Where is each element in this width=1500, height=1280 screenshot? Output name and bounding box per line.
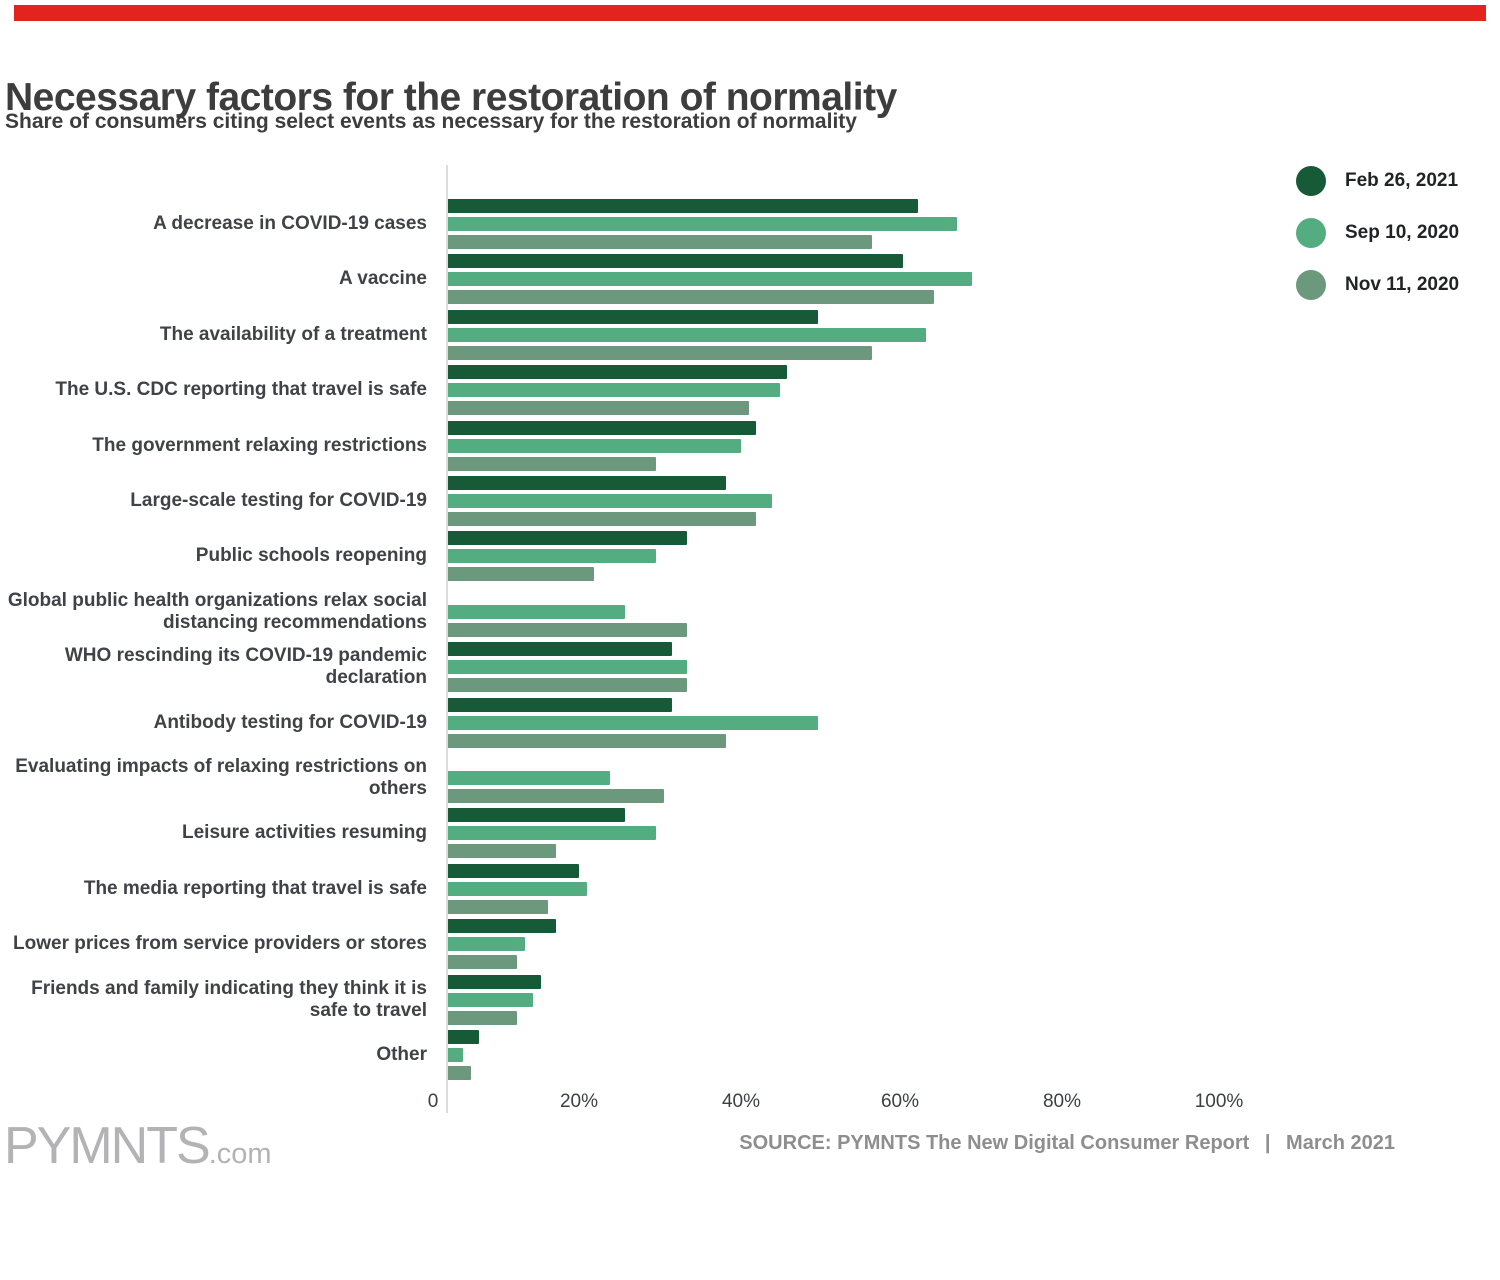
bar-sep-10-2020 <box>448 217 957 231</box>
bar-feb-26-2021 <box>448 199 918 213</box>
bar-sep-10-2020 <box>448 660 687 675</box>
bar-sep-10-2020 <box>448 383 780 398</box>
bar-sep-10-2020 <box>448 937 525 952</box>
brand-top-bar <box>14 5 1486 21</box>
bar-nov-11-2020 <box>448 955 517 970</box>
category-label: A decrease in COVID-19 cases <box>153 213 427 234</box>
pymnts-logo-suffix: .com <box>208 1138 272 1170</box>
x-axis-tick: 80% <box>1042 1091 1082 1112</box>
category-label: Antibody testing for COVID-19 <box>153 711 427 733</box>
x-axis-ticks: 0 20% 40% 60% 80% 100% <box>428 1091 1247 1115</box>
bar-feb-26-2021 <box>448 365 787 380</box>
category-label: The U.S. CDC reporting that travel is sa… <box>55 379 427 401</box>
page-title: Necessary factors for the restoration of… <box>5 76 897 120</box>
x-axis-tick: 0 <box>427 1091 439 1112</box>
bar-sep-10-2020 <box>448 881 587 896</box>
legend-swatch-nov-icon <box>1296 270 1326 300</box>
legend-swatch-feb-icon <box>1296 166 1326 196</box>
bar-feb-26-2021 <box>448 642 672 657</box>
bar-nov-11-2020 <box>448 899 548 914</box>
legend-item-feb: Feb 26, 2021 <box>1296 165 1458 197</box>
bar-sep-10-2020 <box>448 604 625 619</box>
bar-feb-26-2021 <box>448 808 625 823</box>
pymnts-logo: PYMNTS.com <box>4 1116 272 1176</box>
category-label: Lower prices from service providers or s… <box>13 933 427 955</box>
bar-feb-26-2021 <box>448 697 672 712</box>
plot-area <box>448 199 1238 1099</box>
category-label: Public schools reopening <box>195 545 427 567</box>
category-label: A vaccine <box>338 268 427 290</box>
category-label: Leisure activities resuming <box>182 822 427 844</box>
y-axis-line <box>446 165 448 1113</box>
bar-nov-11-2020 <box>448 789 664 803</box>
bar-sep-10-2020 <box>448 549 656 564</box>
legend-swatch-sep-icon <box>1296 218 1326 248</box>
bar-nov-11-2020 <box>448 345 872 360</box>
category-label: The media reporting that travel is safe <box>83 877 427 899</box>
bar-nov-11-2020 <box>448 844 556 859</box>
bar-feb-26-2021 <box>448 1030 479 1044</box>
bar-nov-11-2020 <box>448 512 756 526</box>
bar-nov-11-2020 <box>448 1010 517 1025</box>
pymnts-logo-text: PYMNTS <box>4 1117 211 1175</box>
bar-nov-11-2020 <box>448 567 594 582</box>
legend-label: Feb 26, 2021 <box>1345 170 1459 191</box>
source-note: SOURCE: PYMNTS The New Digital Consumer … <box>739 1132 1395 1154</box>
x-axis-tick: 60% <box>880 1091 920 1112</box>
bar-nov-11-2020 <box>448 401 749 416</box>
bar-sep-10-2020 <box>448 771 610 785</box>
bar-feb-26-2021 <box>448 863 579 878</box>
category-label: The government relaxing restrictions <box>92 434 427 456</box>
legend-item-nov: Nov 11, 2020 <box>1296 269 1459 301</box>
bar-nov-11-2020 <box>448 290 934 305</box>
category-label: Large-scale testing for COVID-19 <box>130 490 427 511</box>
bar-feb-26-2021 <box>448 919 556 934</box>
category-label: The availability of a treatment <box>159 323 427 345</box>
bar-nov-11-2020 <box>448 456 656 471</box>
bar-sep-10-2020 <box>448 327 926 342</box>
category-label: Friends and family indicating they think… <box>31 977 427 1021</box>
bar-feb-26-2021 <box>448 254 903 269</box>
x-axis-tick: 100% <box>1194 1091 1244 1112</box>
bar-sep-10-2020 <box>448 272 972 287</box>
bar-feb-26-2021 <box>448 309 818 324</box>
bar-feb-26-2021 <box>448 974 541 989</box>
category-label: Evaluating impacts of relaxing restricti… <box>15 756 427 799</box>
legend-label: Sep 10, 2020 <box>1345 222 1460 243</box>
x-axis-tick: 20% <box>559 1091 599 1112</box>
bar-nov-11-2020 <box>448 1066 471 1080</box>
bar-feb-26-2021 <box>448 476 726 490</box>
x-axis-tick: 40% <box>721 1091 761 1112</box>
category-label: WHO rescinding its COVID-19 pandemic dec… <box>64 645 427 689</box>
bar-sep-10-2020 <box>448 715 818 730</box>
bar-sep-10-2020 <box>448 494 772 508</box>
bar-sep-10-2020 <box>448 826 656 841</box>
category-label: Other <box>376 1044 427 1065</box>
bar-nov-11-2020 <box>448 235 872 249</box>
bar-nov-11-2020 <box>448 678 687 693</box>
bar-sep-10-2020 <box>448 438 741 453</box>
bar-sep-10-2020 <box>448 992 533 1007</box>
bar-nov-11-2020 <box>448 733 726 748</box>
legend-label: Nov 11, 2020 <box>1345 274 1460 295</box>
bar-nov-11-2020 <box>448 622 687 637</box>
bar-sep-10-2020 <box>448 1048 463 1062</box>
category-label: Global public health organizations relax… <box>7 589 427 633</box>
page-subtitle: Share of consumers citing select events … <box>5 110 857 133</box>
bar-feb-26-2021 <box>448 420 756 435</box>
legend-item-sep: Sep 10, 2020 <box>1296 217 1459 249</box>
bar-feb-26-2021 <box>448 531 687 546</box>
